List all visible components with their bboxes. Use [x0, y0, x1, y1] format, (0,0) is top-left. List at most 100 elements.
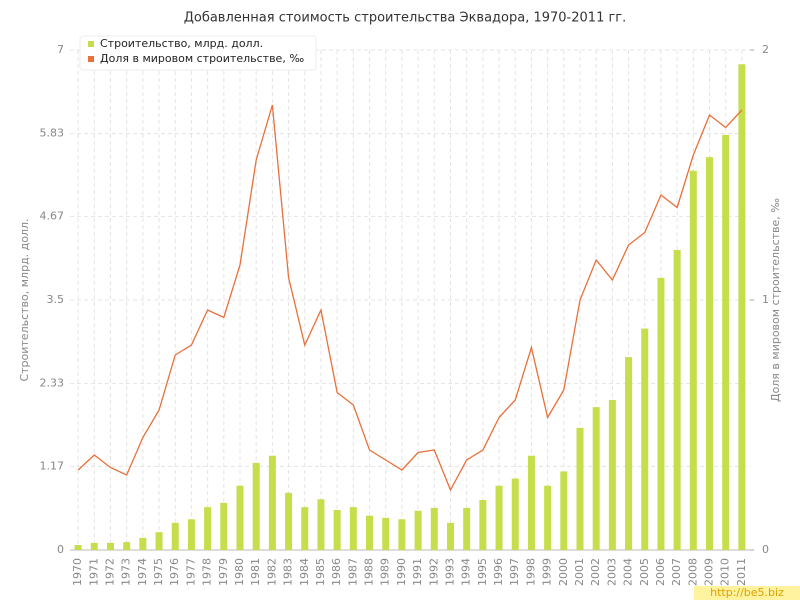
bar [576, 427, 584, 550]
x-tick-label: 1987 [346, 558, 359, 586]
x-tick-label: 2009 [703, 558, 716, 586]
x-tick-label: 1986 [330, 558, 343, 586]
bar [301, 507, 309, 550]
x-tick-label: 2000 [557, 558, 570, 586]
bar [123, 542, 131, 550]
x-tick-label: 1978 [201, 558, 214, 586]
x-tick-label: 1991 [411, 558, 424, 586]
bar [527, 455, 535, 550]
x-tick-label: 2010 [719, 558, 732, 586]
bar [317, 499, 325, 550]
y2-tick-label: 0 [762, 543, 769, 556]
legend-label: Доля в мировом строительстве, ‰ [100, 52, 304, 65]
x-tick-label: 1974 [136, 558, 149, 586]
bar [268, 455, 276, 550]
legend-label: Строительство, млрд. долл. [100, 37, 263, 50]
y-tick-label: 5.83 [40, 127, 65, 140]
bar [495, 485, 503, 550]
x-tick-label: 2005 [638, 558, 651, 586]
x-tick-label: 2004 [622, 558, 635, 586]
bar [349, 507, 357, 550]
x-tick-label: 1982 [265, 558, 278, 586]
bar [74, 545, 82, 550]
x-tick-label: 2011 [735, 558, 748, 586]
bar [430, 507, 438, 550]
bar [90, 542, 98, 550]
x-tick-label: 1988 [363, 558, 376, 586]
bar [657, 277, 665, 550]
x-tick-label: 1970 [71, 558, 84, 586]
x-tick-label: 1984 [298, 558, 311, 586]
bar [414, 510, 422, 550]
x-tick-label: 1999 [541, 558, 554, 586]
bar [706, 157, 714, 550]
x-tick-label: 1996 [492, 558, 505, 586]
legend-box [79, 35, 317, 71]
y-tick-label: 2.33 [40, 377, 65, 390]
bar [463, 507, 471, 550]
bar [106, 542, 114, 550]
x-tick-label: 1979 [217, 558, 230, 586]
bar [511, 478, 519, 550]
bar [625, 357, 633, 550]
x-tick-label: 1989 [379, 558, 392, 586]
y-tick-label: 3.5 [47, 293, 65, 306]
y2-tick-label: 2 [762, 43, 769, 56]
bar [155, 532, 163, 550]
watermark[interactable]: http://be5.biz [710, 586, 784, 599]
x-tick-label: 1990 [395, 558, 408, 586]
x-tick-label: 2003 [605, 558, 618, 586]
bar [722, 135, 730, 550]
x-tick-label: 1977 [184, 558, 197, 586]
x-tick-label: 2002 [589, 558, 602, 586]
bar [641, 328, 649, 550]
bar [592, 407, 600, 550]
line [77, 104, 743, 492]
x-tick-label: 1976 [168, 558, 181, 586]
chart-title: Добавленная стоимость строительства Эква… [184, 11, 627, 26]
bar [366, 515, 374, 550]
legend-marker [88, 41, 94, 47]
x-tick-label: 1980 [233, 558, 246, 586]
bar [398, 519, 406, 550]
x-tick-label: 1973 [120, 558, 133, 586]
x-tick-label: 1972 [103, 558, 116, 586]
bar [187, 519, 195, 550]
bar [333, 510, 341, 550]
bar [171, 522, 179, 550]
y-tick-label: 1.17 [40, 459, 65, 472]
bar [608, 400, 616, 550]
y-tick-label: 7 [57, 43, 64, 56]
bar [560, 471, 568, 550]
x-tick-label: 1997 [508, 558, 521, 586]
x-tick-label: 1992 [427, 558, 440, 586]
bar [204, 507, 212, 550]
bar [479, 500, 487, 550]
legend-marker [88, 56, 94, 62]
x-tick-label: 1993 [443, 558, 456, 586]
x-tick-label: 2008 [686, 558, 699, 586]
y2-tick-label: 1 [762, 293, 769, 306]
y-tick-label: 0 [57, 543, 64, 556]
x-tick-label: 1975 [152, 558, 165, 586]
bar [382, 517, 390, 550]
bar [544, 485, 552, 550]
x-tick-label: 1983 [282, 558, 295, 586]
bar [673, 250, 681, 550]
x-tick-label: 1971 [87, 558, 100, 586]
x-tick-label: 1998 [524, 558, 537, 586]
x-tick-label: 2006 [654, 558, 667, 586]
y-axis-label: Строительство, млрд. долл. [18, 218, 31, 381]
x-tick-label: 1995 [476, 558, 489, 586]
x-tick-label: 1994 [460, 558, 473, 586]
y-tick-label: 4.67 [40, 209, 65, 222]
y2-axis-label: Доля в мировом строительстве, ‰ [769, 198, 782, 402]
x-tick-label: 1981 [249, 558, 262, 586]
x-tick-label: 2007 [670, 558, 683, 586]
bar [252, 462, 260, 550]
bar [738, 64, 746, 551]
bar [236, 485, 244, 550]
bar [285, 492, 293, 550]
x-tick-label: 2001 [573, 558, 586, 586]
